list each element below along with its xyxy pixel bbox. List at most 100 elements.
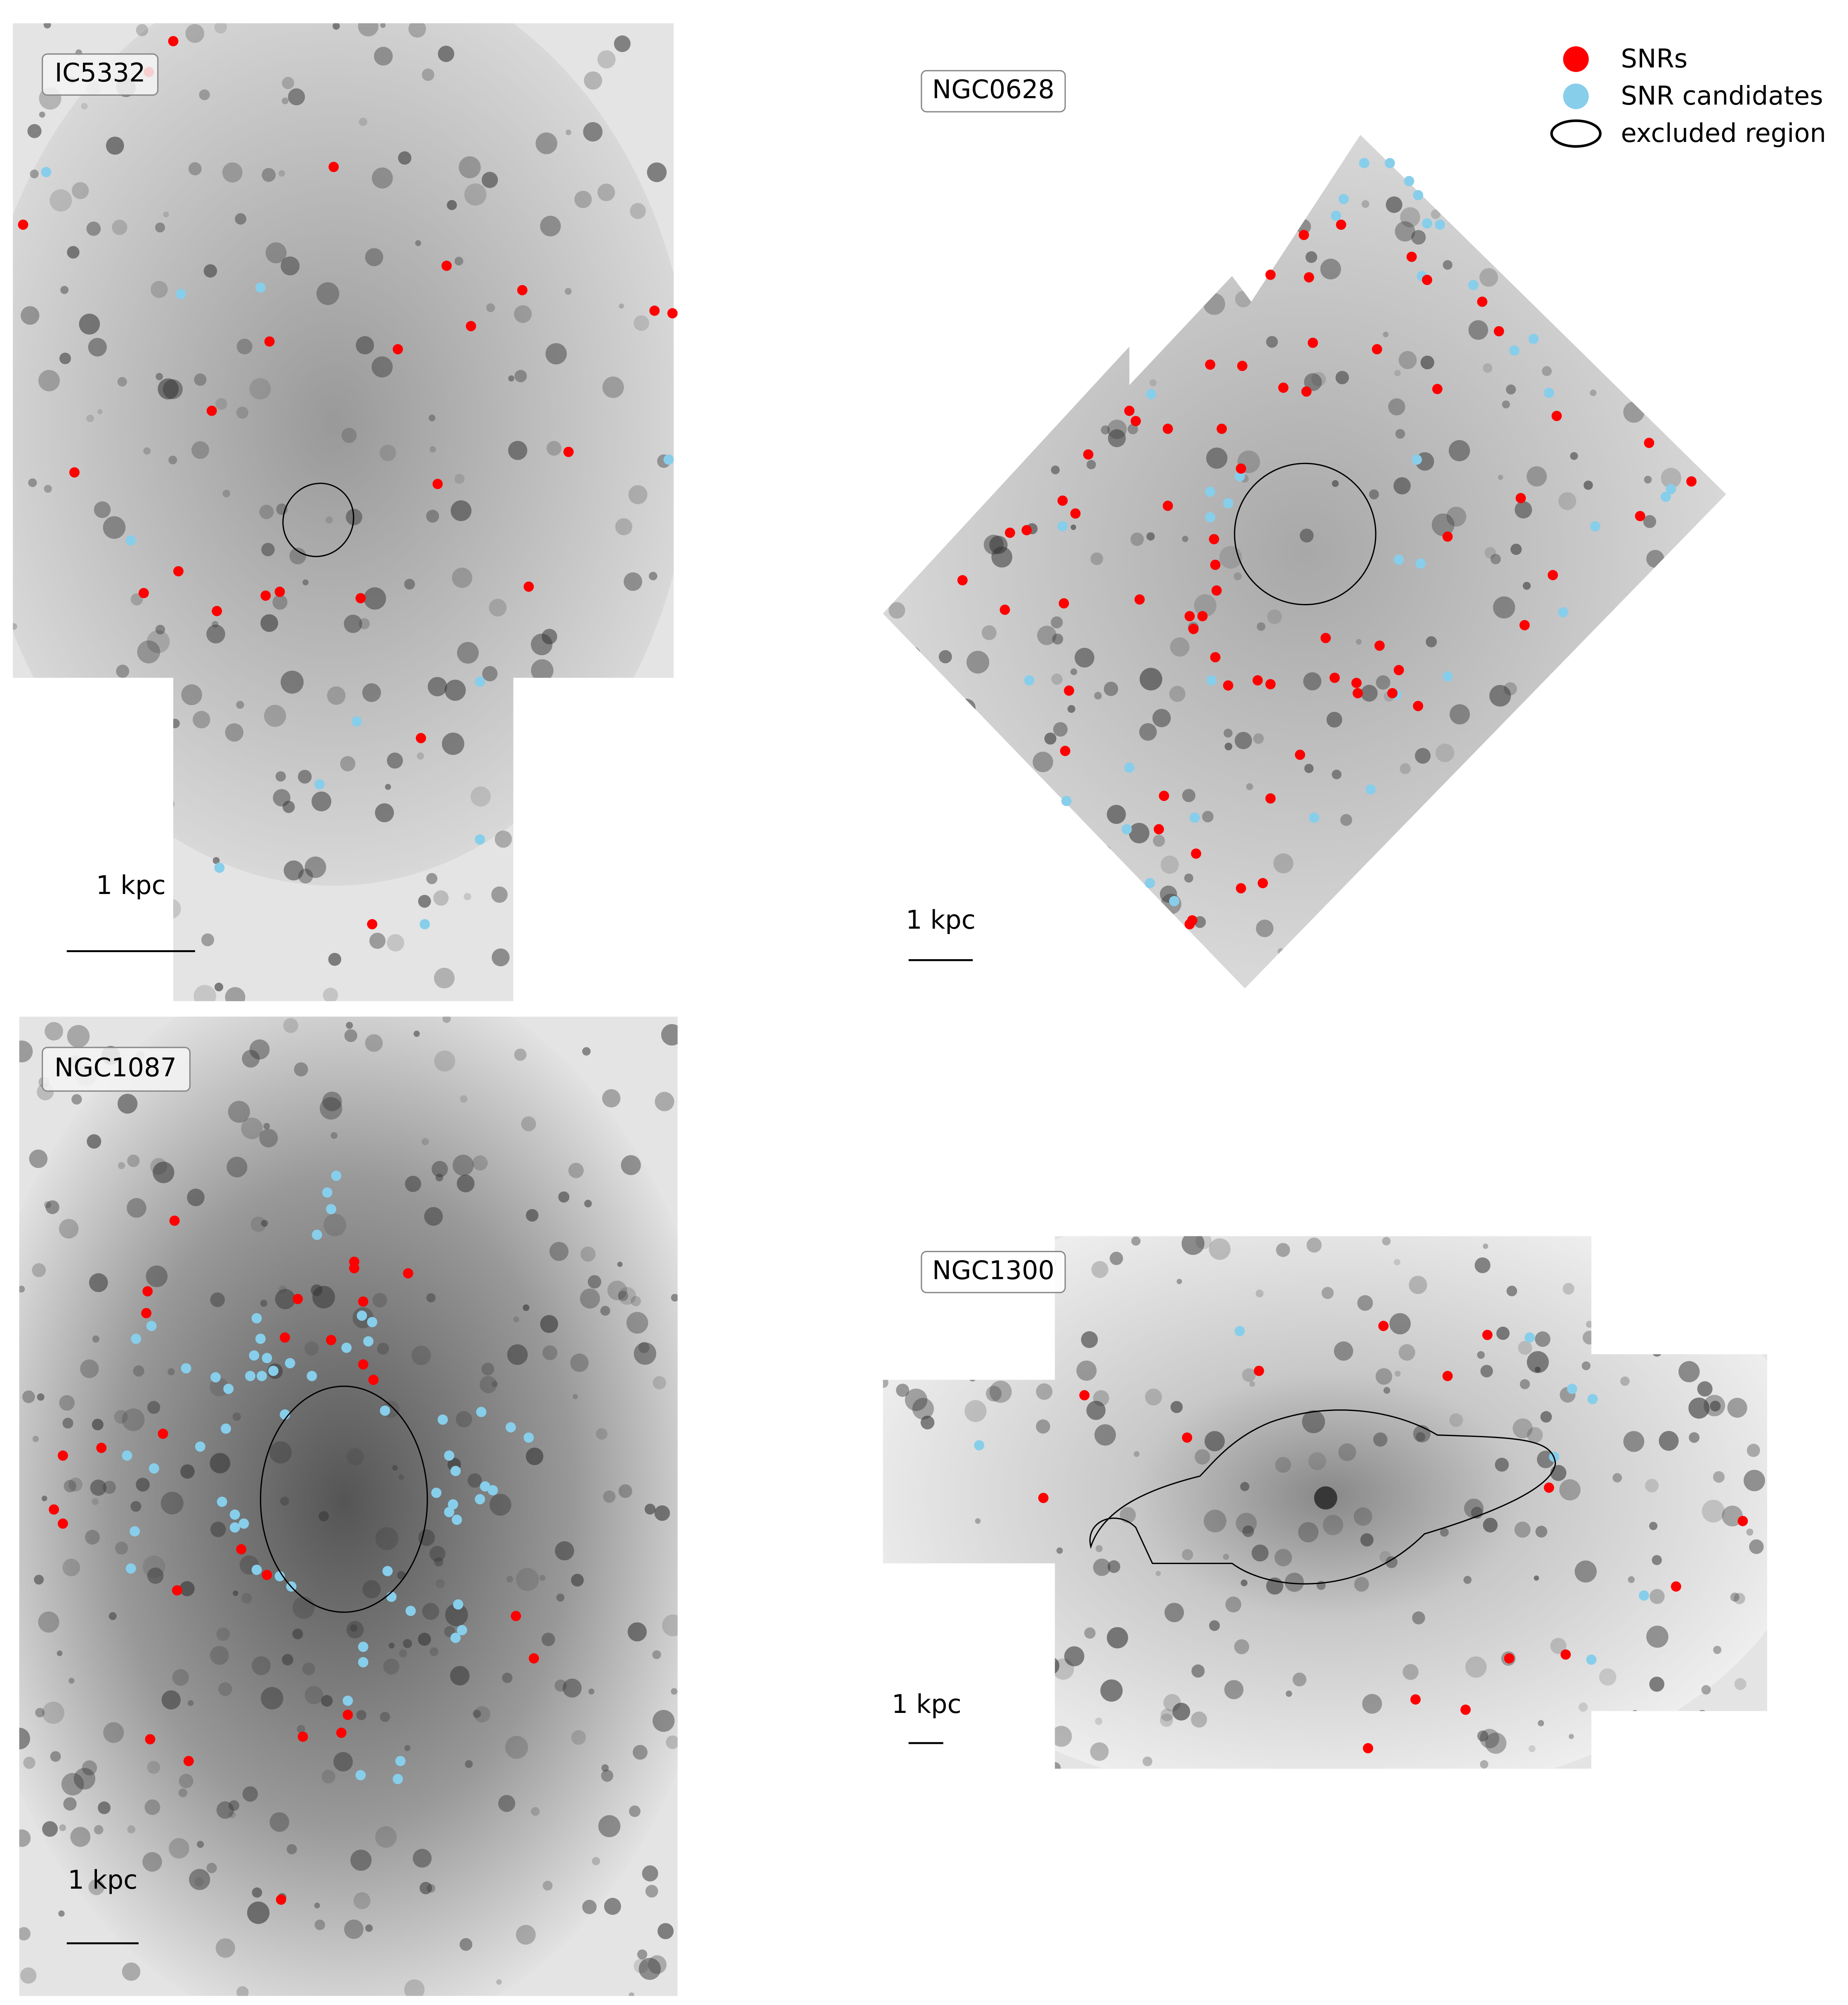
hii-region bbox=[1234, 1639, 1249, 1654]
hii-region bbox=[63, 1797, 77, 1811]
hii-region bbox=[607, 1281, 627, 1300]
hii-region bbox=[1689, 1432, 1700, 1443]
hii-region bbox=[1672, 653, 1679, 660]
hii-region bbox=[29, 1149, 48, 1168]
snr-candidate-marker bbox=[229, 1522, 240, 1533]
hii-region bbox=[1526, 466, 1547, 487]
snr-marker bbox=[563, 446, 574, 457]
hii-region bbox=[912, 1398, 934, 1420]
hii-region bbox=[598, 1815, 620, 1838]
hii-region bbox=[1285, 1573, 1304, 1592]
hii-region bbox=[574, 911, 589, 926]
hii-region bbox=[28, 478, 37, 487]
hii-region bbox=[39, 111, 45, 118]
hii-region bbox=[1436, 198, 1446, 209]
hii-region bbox=[1477, 1730, 1489, 1742]
hii-region bbox=[1275, 1457, 1291, 1473]
hii-region bbox=[403, 1639, 412, 1648]
snr-candidate-marker bbox=[251, 1564, 262, 1575]
hii-region bbox=[580, 1246, 596, 1262]
hii-region bbox=[638, 1342, 650, 1353]
hii-region bbox=[1253, 733, 1264, 744]
galaxy-image bbox=[19, 1017, 678, 1996]
snr-candidate-marker bbox=[420, 919, 430, 929]
snr-marker bbox=[1504, 1653, 1515, 1664]
hii-region bbox=[233, 1590, 238, 1596]
hii-region bbox=[1612, 1473, 1622, 1483]
hii-region bbox=[579, 685, 593, 700]
snr-marker bbox=[1516, 493, 1526, 503]
hii-region bbox=[1273, 853, 1294, 873]
hii-region bbox=[1483, 363, 1493, 373]
hii-region bbox=[362, 1580, 381, 1599]
hii-region bbox=[491, 886, 508, 903]
hii-region bbox=[1489, 685, 1511, 707]
label-box bbox=[42, 1047, 191, 1092]
snr-marker bbox=[276, 1894, 286, 1905]
hii-region bbox=[1322, 1514, 1344, 1536]
hii-region bbox=[1049, 1762, 1061, 1769]
hii-region bbox=[960, 166, 974, 180]
hii-region bbox=[1383, 1387, 1391, 1394]
hii-region bbox=[1087, 460, 1096, 469]
hii-region bbox=[1627, 198, 1648, 219]
hii-region bbox=[1242, 1525, 1254, 1537]
hii-region bbox=[1357, 1295, 1373, 1311]
hii-region bbox=[30, 170, 39, 179]
hii-region bbox=[1223, 729, 1233, 738]
hii-region bbox=[1108, 1560, 1120, 1573]
hii-region bbox=[143, 447, 151, 455]
hii-region bbox=[1146, 532, 1155, 541]
hii-region bbox=[283, 1018, 298, 1033]
hii-region bbox=[118, 1162, 125, 1169]
snr-marker bbox=[168, 36, 179, 47]
hii-region bbox=[1030, 949, 1049, 969]
snr-marker bbox=[1070, 508, 1081, 519]
hii-region bbox=[465, 1760, 473, 1768]
hii-region bbox=[883, 1720, 902, 1739]
hii-region bbox=[650, 741, 662, 752]
hii-region bbox=[1029, 922, 1042, 936]
hii-region bbox=[566, 130, 571, 135]
hii-region bbox=[1103, 682, 1118, 696]
hii-region bbox=[1037, 625, 1057, 645]
hii-region bbox=[1558, 492, 1577, 510]
hii-region bbox=[214, 23, 227, 34]
hii-region bbox=[1519, 743, 1530, 755]
hii-region bbox=[1646, 550, 1664, 568]
hii-region bbox=[302, 579, 309, 586]
snr-marker bbox=[441, 260, 452, 271]
hii-region bbox=[514, 305, 532, 323]
snr-candidate-marker bbox=[314, 779, 325, 790]
hii-region bbox=[321, 1695, 333, 1707]
hii-region bbox=[156, 373, 163, 380]
hii-region bbox=[80, 1359, 99, 1378]
hii-region bbox=[397, 1571, 406, 1580]
hii-region bbox=[901, 1363, 914, 1375]
hii-region bbox=[582, 1899, 597, 1914]
hii-region bbox=[236, 338, 252, 354]
hii-region bbox=[218, 1682, 232, 1696]
hii-region bbox=[883, 1377, 889, 1388]
hii-region bbox=[643, 922, 653, 932]
snr-marker bbox=[1191, 848, 1201, 859]
snr-marker bbox=[432, 479, 443, 489]
snr-marker bbox=[1671, 1581, 1681, 1592]
hii-region bbox=[358, 618, 370, 630]
hii-region bbox=[588, 1275, 601, 1289]
snr-candidate-marker bbox=[146, 1321, 157, 1331]
hii-region bbox=[591, 878, 612, 900]
hii-region bbox=[260, 614, 278, 632]
hii-region bbox=[652, 1650, 661, 1659]
snr-candidate-marker bbox=[480, 1481, 490, 1492]
hii-region bbox=[983, 535, 1004, 555]
hii-region bbox=[363, 587, 386, 610]
snr-candidate-marker bbox=[358, 1642, 368, 1652]
hii-region bbox=[1211, 184, 1218, 190]
snr-marker bbox=[260, 590, 271, 601]
hii-region bbox=[1563, 1283, 1575, 1295]
hii-region bbox=[1224, 1680, 1244, 1699]
snr-marker bbox=[1060, 745, 1070, 756]
hii-region bbox=[1495, 1458, 1509, 1472]
snr-marker bbox=[1265, 793, 1276, 804]
